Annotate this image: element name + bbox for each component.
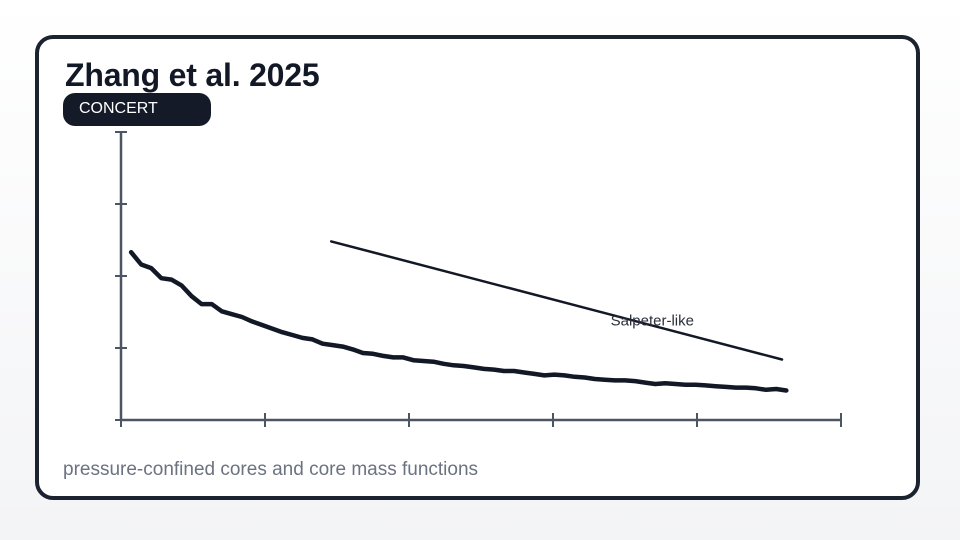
series-line-salpeter-like — [329, 240, 784, 361]
series-line-core-cmf — [128, 249, 789, 393]
annotation-salpeter-like: Salpeter-like — [611, 313, 694, 330]
card-title: Zhang et al. 2025 — [65, 57, 320, 93]
badge-concert: CONCERT — [63, 93, 211, 126]
card: Zhang et al. 2025 CONCERT pressure-confi… — [35, 35, 920, 500]
card-subtitle: pressure-confined cores and core mass fu… — [63, 459, 479, 480]
